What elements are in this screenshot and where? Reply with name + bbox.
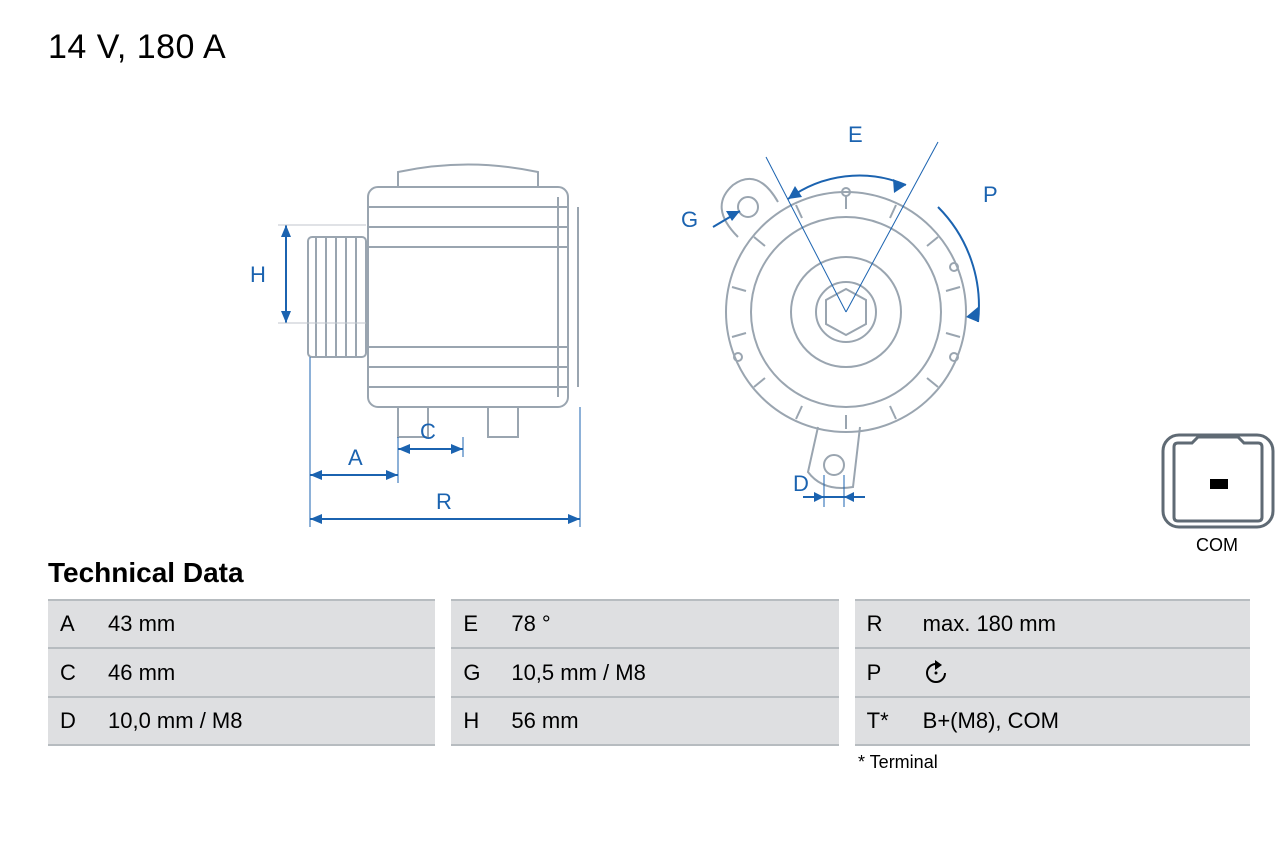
- connector-drawing: [1148, 417, 1280, 547]
- table-row: D 10,0 mm / M8 H 56 mm T* B+(M8), COM: [48, 697, 1250, 745]
- technical-data-table: A 43 mm E 78 ° R max. 180 mm C 46 mm G 1…: [48, 599, 1250, 746]
- dim-label-p: P: [983, 182, 998, 208]
- dim-label-e: E: [848, 122, 863, 148]
- page-title: 14 V, 180 A: [48, 28, 1250, 67]
- cell-val: 78 °: [499, 600, 838, 648]
- dim-label-c: C: [420, 419, 436, 445]
- cell-val: 46 mm: [96, 648, 435, 697]
- cell-key: E: [451, 600, 499, 648]
- rotation-icon: [923, 660, 949, 686]
- dim-label-g: G: [681, 207, 698, 233]
- left-view-drawing: [48, 67, 608, 537]
- drawing-area: H A C R: [48, 67, 1250, 527]
- cell-val: max. 180 mm: [911, 600, 1250, 648]
- cell-val: 10,0 mm / M8: [96, 697, 435, 745]
- footnote: * Terminal: [858, 752, 1250, 773]
- cell-key: A: [48, 600, 96, 648]
- tech-heading: Technical Data: [48, 557, 1250, 589]
- cell-key: T*: [855, 697, 911, 745]
- cell-key: G: [451, 648, 499, 697]
- dim-label-h: H: [250, 262, 266, 288]
- cell-val: B+(M8), COM: [911, 697, 1250, 745]
- dim-label-d: D: [793, 471, 809, 497]
- cell-val-rotation: [911, 648, 1250, 697]
- cell-val: 56 mm: [499, 697, 838, 745]
- table-row: C 46 mm G 10,5 mm / M8 P: [48, 648, 1250, 697]
- cell-key: R: [855, 600, 911, 648]
- table-row: A 43 mm E 78 ° R max. 180 mm: [48, 600, 1250, 648]
- connector-label: COM: [1196, 535, 1238, 556]
- cell-key: P: [855, 648, 911, 697]
- cell-val: 43 mm: [96, 600, 435, 648]
- cell-val: 10,5 mm / M8: [499, 648, 838, 697]
- cell-key: D: [48, 697, 96, 745]
- dim-label-r: R: [436, 489, 452, 515]
- dim-label-a: A: [348, 445, 363, 471]
- cell-key: C: [48, 648, 96, 697]
- cell-key: H: [451, 697, 499, 745]
